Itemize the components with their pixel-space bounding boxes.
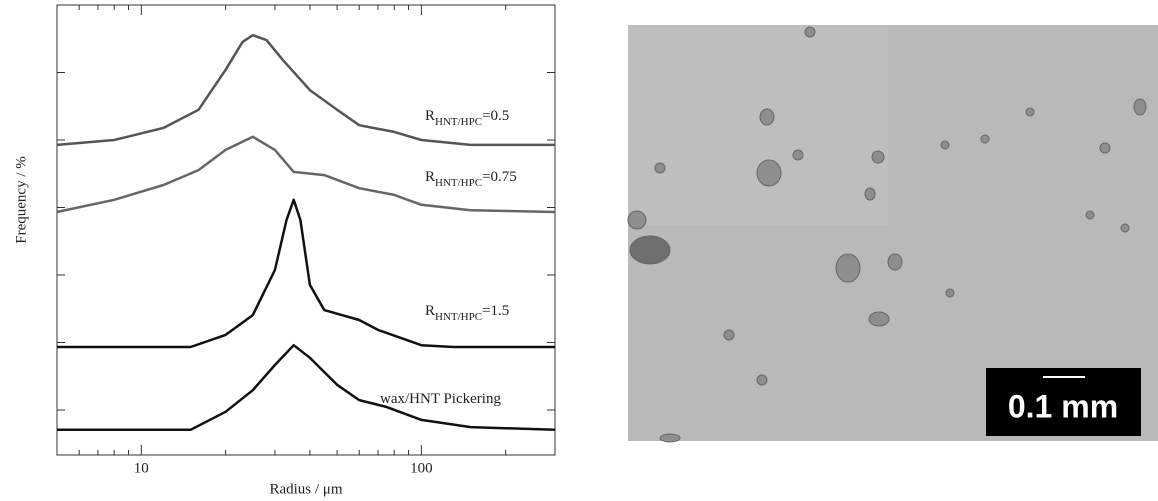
droplet <box>1085 210 1095 220</box>
droplet <box>864 187 876 201</box>
droplet <box>1133 98 1147 116</box>
droplets <box>627 26 1147 443</box>
droplet <box>723 329 735 341</box>
droplet <box>1120 223 1130 233</box>
series-label-part: =1.5 <box>482 303 509 319</box>
series-label-part: =0.5 <box>482 108 509 124</box>
series-label-part: R <box>425 303 435 319</box>
droplet <box>1099 142 1111 154</box>
droplet <box>627 210 647 230</box>
droplet <box>1025 107 1035 117</box>
x-axis-label: Radius / μm <box>269 481 342 497</box>
droplet <box>792 149 804 161</box>
micrograph: 0.1 mm <box>627 25 1158 443</box>
droplet <box>980 134 990 144</box>
series-label: RHNT/HPC=1.5 <box>425 303 509 322</box>
droplet <box>871 150 885 164</box>
series-label-part: R <box>425 169 435 185</box>
series-line <box>57 343 556 432</box>
droplet <box>804 26 816 38</box>
droplet <box>629 235 671 265</box>
series-label-part: R <box>425 108 435 124</box>
droplet <box>835 253 861 283</box>
droplet <box>945 288 955 298</box>
droplet <box>759 108 775 126</box>
x-tick-label: 100 <box>410 460 433 476</box>
series-label-part: HNT/HPC <box>435 116 482 128</box>
series-label: RHNT/HPC=0.75 <box>425 169 517 188</box>
series-label: wax/HNT Pickering <box>380 391 501 407</box>
micrograph-shade <box>628 25 888 225</box>
droplet <box>756 374 768 386</box>
series-label: RHNT/HPC=0.5 <box>425 108 509 127</box>
series-label-part: HNT/HPC <box>435 311 482 323</box>
droplet <box>868 311 890 327</box>
droplet <box>756 159 782 187</box>
plot-frame <box>56 4 556 456</box>
droplet <box>940 140 950 150</box>
droplet <box>654 162 666 174</box>
y-axis-label: Frequency / % <box>13 156 29 243</box>
series-line <box>56 135 556 214</box>
scale-bar-label: 0.1 mm <box>1008 388 1118 424</box>
series-label-part: HNT/HPC <box>435 177 482 189</box>
series-line <box>56 33 555 147</box>
scale-bar-box <box>986 368 1141 436</box>
series-line <box>57 198 555 349</box>
droplet <box>887 253 903 271</box>
droplet <box>659 433 681 443</box>
x-tick-label: 10 <box>134 460 149 476</box>
series-label-part: wax/HNT Pickering <box>380 391 501 407</box>
series-label-part: =0.75 <box>482 169 517 185</box>
